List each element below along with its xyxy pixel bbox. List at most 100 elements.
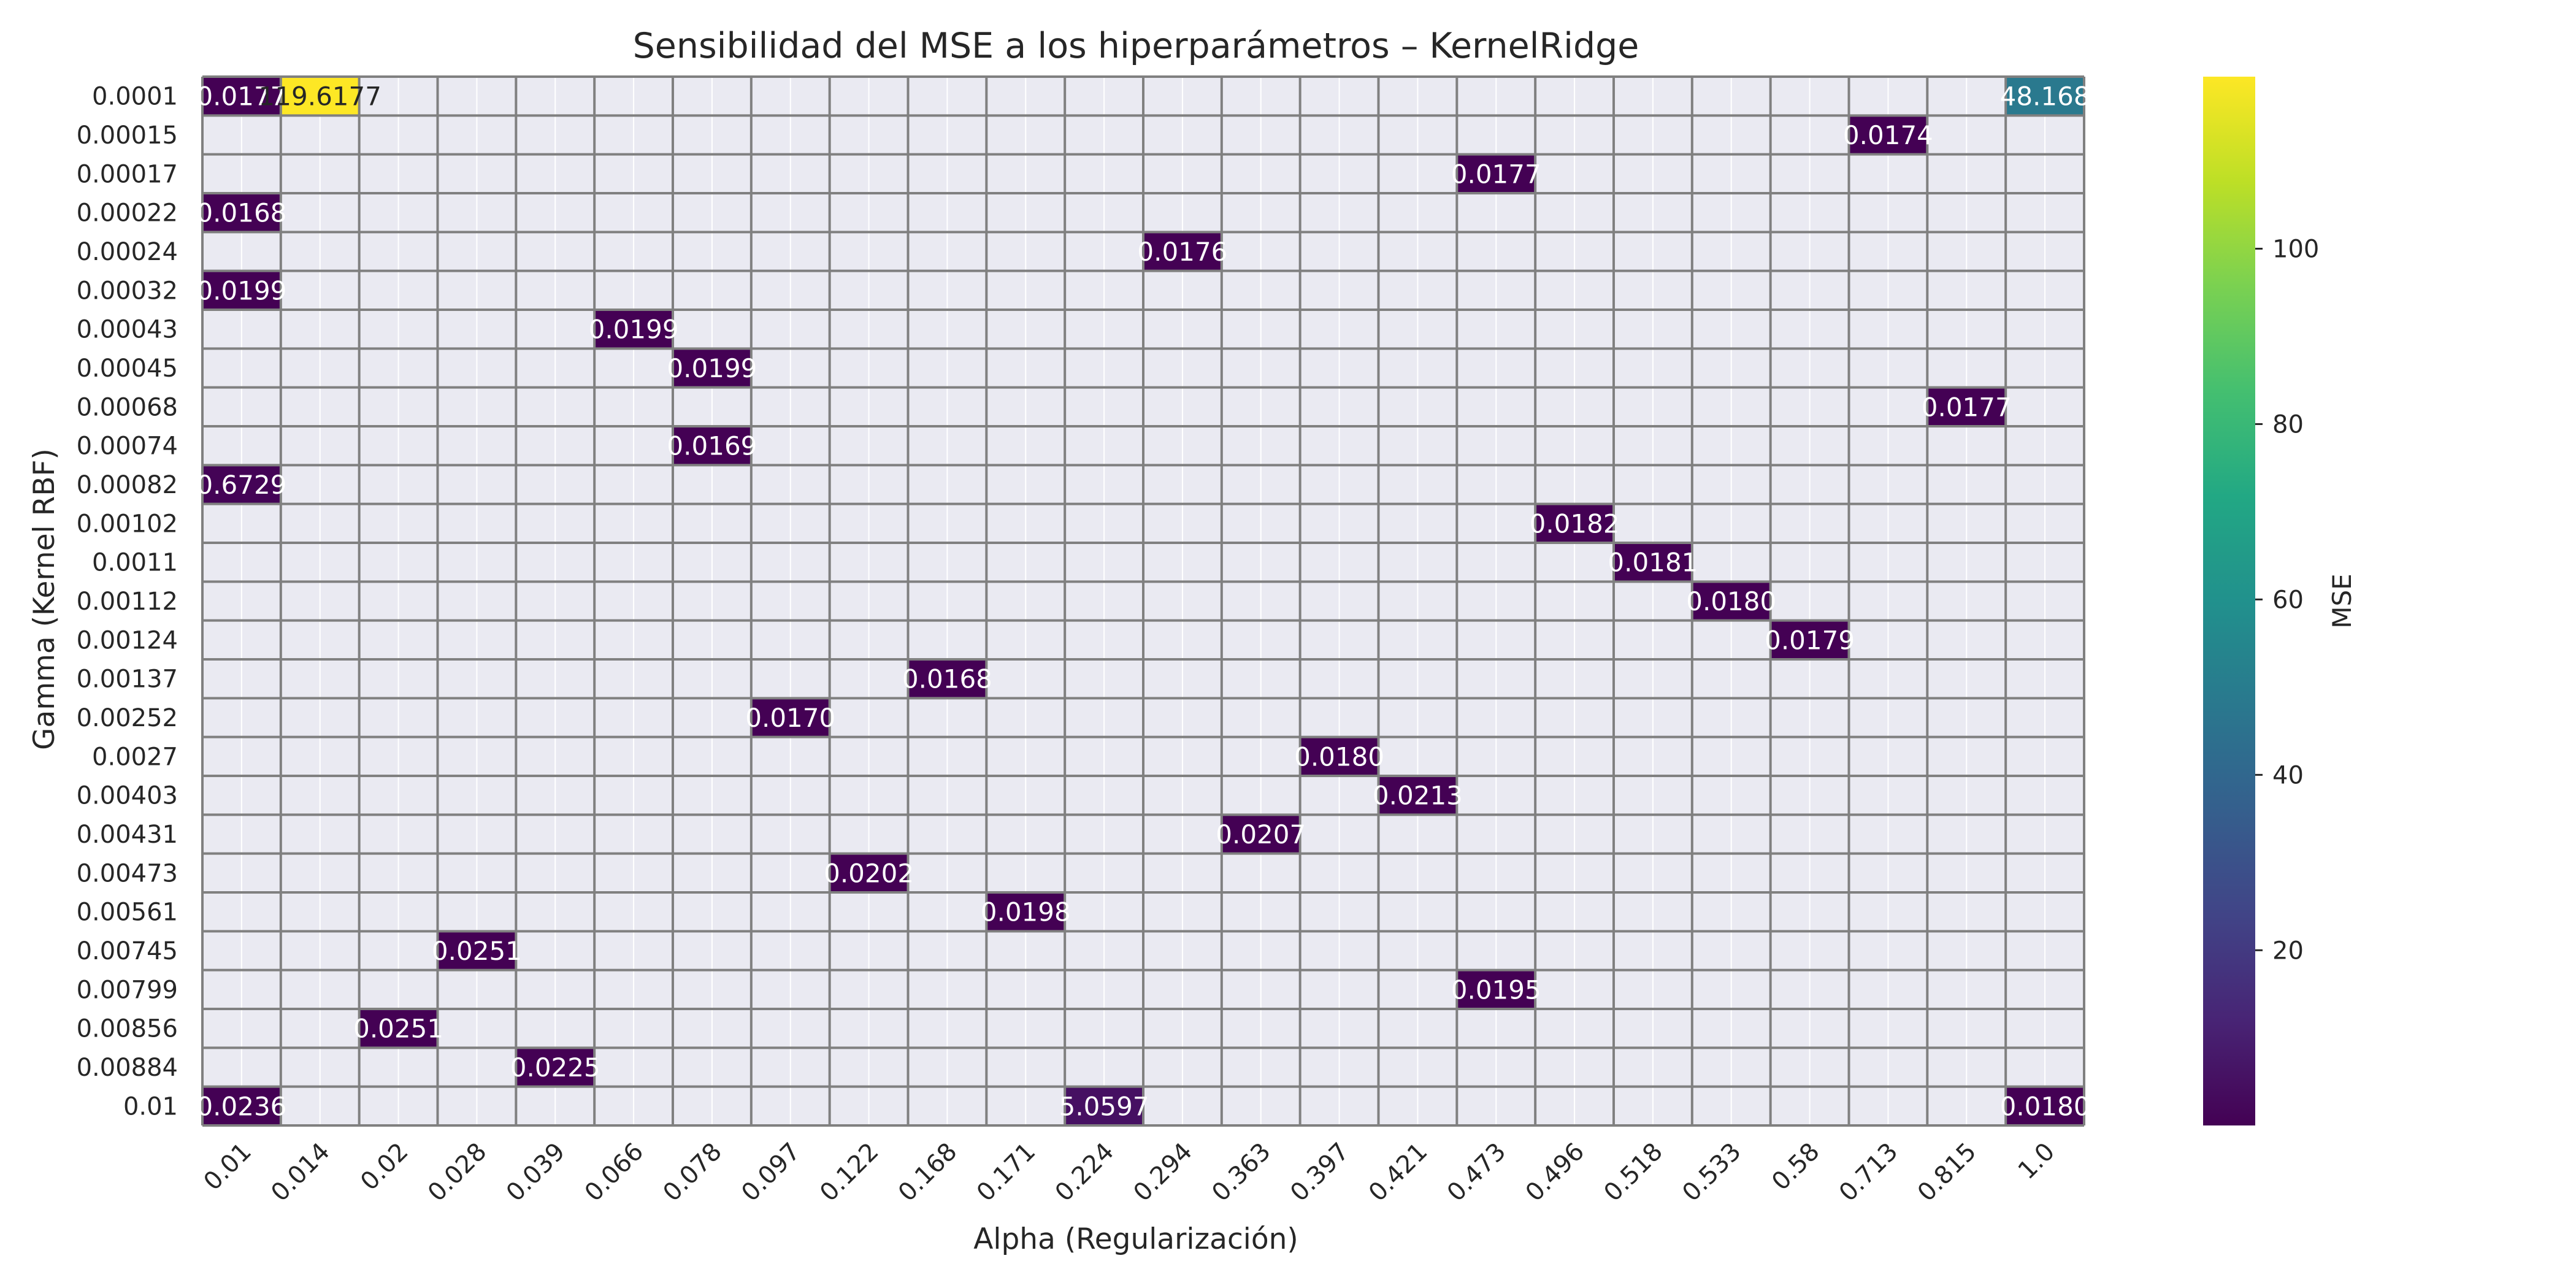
heatmap-cell [908,659,987,699]
y-tick-label: 0.00124 [77,626,178,654]
y-tick-label: 0.00799 [77,976,178,1004]
x-tick-label: 0.713 [1834,1138,1904,1208]
cell-value-label: 0.0195 [1451,975,1541,1005]
heatmap-cell [1065,1086,1143,1125]
cell-value-label: 0.0251 [353,1014,443,1044]
cell-value-label: 0.0176 [1137,237,1227,267]
x-tick-label: 0.039 [501,1138,571,1208]
heatmap-cell [202,465,281,504]
x-tick-label: 0.473 [1442,1138,1512,1208]
heatmap-cell [751,698,830,737]
x-tick-label: 0.171 [972,1138,1041,1208]
heatmap-cell [2006,77,2084,116]
cell-value-label: 0.0169 [667,431,757,461]
x-tick-label: 0.097 [736,1138,806,1208]
cell-value-label: 48.168 [2000,82,2090,112]
y-tick-label: 0.0027 [92,743,178,771]
y-tick-label: 0.00032 [77,277,178,305]
heatmap-cell [202,77,281,116]
x-tick-label: 0.294 [1128,1138,1198,1208]
heatmap-cell [1692,581,1771,621]
cell-value-label: 0.0199 [589,315,679,345]
heatmap-cell [2006,1086,2084,1125]
y-tick-label: 0.00112 [77,588,178,616]
cell-value-label: 0.0180 [2000,1091,2090,1121]
y-tick-label: 0.00252 [77,704,178,732]
cell-value-label: 0.0202 [824,858,914,888]
cell-value-label: 0.0179 [1765,625,1855,655]
heatmap-cell [437,931,516,970]
cell-value-label: 0.0177 [1922,392,2012,422]
cell-value-label: 0.0170 [745,703,835,733]
heatmap-cell [516,1048,595,1087]
y-tick-label: 0.00102 [77,510,178,538]
colorbar-ticks: 20 40 60 80 100 [2255,235,2319,965]
heatmap-cell [829,853,908,892]
heatmap-cell [1614,543,1692,582]
y-tick-label: 0.00022 [77,199,178,228]
heatmap-cell [1849,115,1928,155]
y-tick-label: 0.00045 [77,355,178,383]
colorbar-tick-label: 40 [2272,761,2304,789]
y-tick-label: 0.00024 [77,238,178,266]
y-tick-label: 0.01 [123,1092,178,1121]
y-tick-label: 0.00856 [77,1015,178,1043]
y-tick-labels: 0.0001 0.00015 0.00017 0.00022 0.00024 0.0003… [77,83,178,1121]
heatmap-cell [359,1009,438,1048]
cell-value-label: 0.0199 [196,275,286,305]
y-tick-label: 0.00137 [77,665,178,694]
cell-value-label: 0.0236 [196,1091,286,1121]
y-tick-label: 0.00473 [77,859,178,887]
cell-value-label: 0.0180 [1294,742,1384,772]
cell-value-label: 0.0177 [1451,159,1541,189]
heatmap-cell [1770,620,1849,659]
y-tick-label: 0.00043 [77,316,178,344]
cell-value-label: 0.0251 [432,936,522,966]
colorbar-label: MSE [2327,573,2357,628]
cell-value-label: 0.0207 [1216,819,1306,849]
heatmap-cell [202,270,281,310]
x-tick-label: 0.421 [1363,1138,1433,1208]
heatmap-cell [986,892,1065,932]
x-tick-label: 0.518 [1598,1138,1668,1208]
cell-value-label: 0.0180 [1686,586,1776,616]
x-tick-label: 0.533 [1677,1138,1747,1208]
x-tick-label: 0.815 [1912,1138,1982,1208]
colorbar-tick-label: 80 [2272,410,2304,439]
colorbar-tick-label: 20 [2272,937,2304,965]
x-tick-label: 0.397 [1285,1138,1355,1208]
y-tick-label: 0.00017 [77,160,178,188]
chart-title: Sensibilidad del MSE a los hiperparámetr… [633,26,1639,66]
heatmap-cell [673,348,751,388]
colorbar-gradient [2203,77,2255,1125]
colorbar-tick-label: 60 [2272,586,2304,614]
x-tick-label: 0.066 [580,1138,650,1208]
heatmap-cell [1457,154,1536,193]
cell-borders [201,75,2085,1127]
x-tick-labels: 0.01 0.014 0.02 0.028 0.039 0.066 0.078 0.097 0.… [198,1138,2060,1208]
x-tick-label: 0.224 [1050,1138,1120,1208]
x-tick-label: 0.078 [657,1138,727,1208]
heatmap-cell [1457,970,1536,1009]
cell-value-label: 0.6729 [196,470,286,500]
heatmap-cell [1378,776,1457,815]
heatmap-cells [202,77,2084,1125]
cell-value-label: 119.6177 [259,82,381,112]
y-tick-label: 0.00082 [77,471,178,499]
y-tick-label: 0.00015 [77,121,178,150]
y-tick-label: 0.00561 [77,899,178,927]
colorbar-tick-label: 100 [2272,235,2319,263]
y-axis-label: Gamma (Kernel RBF) [28,448,61,750]
cell-value-label: 5.0597 [1059,1091,1149,1121]
heatmap-cell [673,426,751,466]
x-tick-label: 0.014 [266,1138,335,1208]
y-tick-label: 0.00431 [77,821,178,849]
heatmap-cell [202,193,281,232]
y-tick-label: 0.00068 [77,393,178,421]
colorbar: 20 40 60 80 100 [2203,77,2319,1125]
cell-value-label: 0.0199 [667,353,757,383]
y-tick-label: 0.00074 [77,432,178,461]
